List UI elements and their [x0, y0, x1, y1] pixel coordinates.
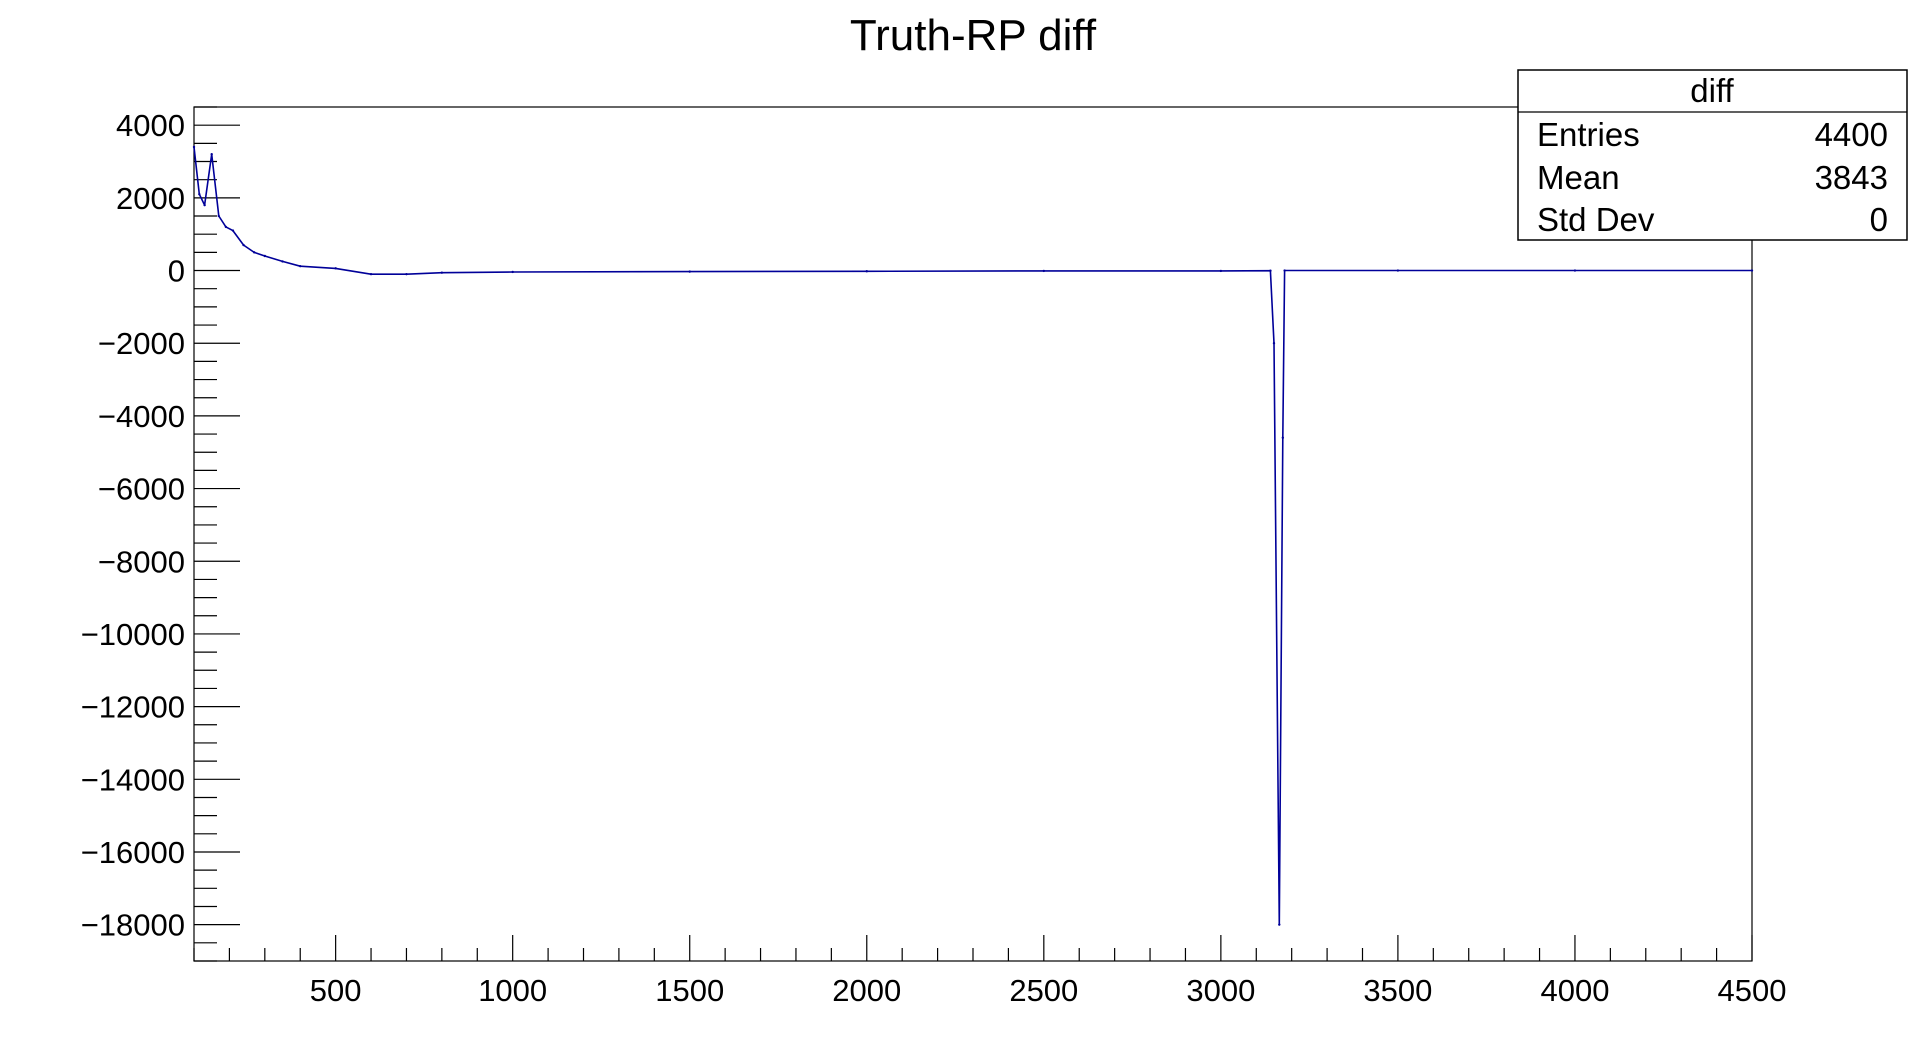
y-tick-label: 0: [168, 254, 185, 289]
stats-box-frame: [1517, 69, 1908, 241]
data-point: [688, 270, 691, 273]
y-tick-label: −12000: [81, 690, 185, 725]
data-point: [299, 264, 302, 268]
data-point: [192, 145, 196, 149]
stats-mean-value: 3843: [1815, 159, 1888, 196]
stats-entries-label: Entries: [1537, 116, 1640, 153]
y-tick-label: −14000: [81, 762, 185, 797]
stats-entries-value: 4400: [1815, 116, 1888, 153]
data-point: [252, 251, 256, 254]
x-tick-label: 500: [310, 973, 362, 1008]
data-point: [1281, 436, 1285, 439]
data-point: [1272, 342, 1276, 345]
data-point: [242, 243, 245, 247]
y-tick-label: −16000: [81, 835, 185, 870]
data-point: [231, 229, 235, 232]
data-point: [210, 153, 213, 156]
y-tick-label: −2000: [98, 326, 185, 361]
y-tick-label: −8000: [98, 544, 185, 579]
x-tick-label: 4000: [1540, 973, 1609, 1008]
axis-ticks: [193, 106, 1753, 962]
data-point: [217, 214, 220, 218]
data-point: [1396, 269, 1400, 272]
data-point: [865, 270, 868, 273]
data-point: [440, 271, 444, 274]
y-tick-label: 4000: [116, 108, 185, 143]
data-point: [1042, 269, 1046, 273]
data-point: [198, 193, 201, 196]
series-layer: [192, 145, 1754, 926]
data-point: [1219, 269, 1223, 273]
data-point: [511, 270, 514, 274]
stats-box-title: diff: [1690, 72, 1734, 109]
data-point: [1750, 269, 1754, 272]
stats-stddev-label: Std Dev: [1537, 201, 1655, 238]
stats-box: diff Entries 4400 Mean 3843 Std Dev 0: [1517, 69, 1908, 241]
data-point: [1278, 923, 1281, 926]
stats-mean-label: Mean: [1537, 159, 1620, 196]
x-tick-label: 3500: [1363, 973, 1432, 1008]
data-point: [224, 225, 228, 229]
data-point: [1283, 269, 1286, 272]
chart-title: Truth-RP diff: [850, 11, 1097, 60]
data-point: [203, 203, 206, 207]
y-tick-label: −6000: [98, 472, 185, 507]
data-point: [334, 267, 337, 270]
y-tick-label: −10000: [81, 617, 185, 652]
y-tick-label: −18000: [81, 908, 185, 943]
stats-stddev-value: 0: [1870, 201, 1888, 238]
data-point: [405, 272, 408, 276]
data-point: [263, 254, 267, 258]
x-tick-labels: 500 1000 1500 2000 2500 3000 3500 4000 4500: [310, 973, 1787, 1008]
data-point: [281, 260, 284, 263]
y-tick-label: 2000: [116, 181, 185, 216]
x-tick-label: 1500: [655, 973, 724, 1008]
data-point: [1573, 269, 1577, 272]
y-tick-labels: 4000 2000 0 −2000 −4000 −6000 −8000 −10000 −1200…: [81, 108, 185, 942]
x-tick-label: 1000: [478, 973, 547, 1008]
x-tick-label: 2000: [832, 973, 901, 1008]
data-point: [1269, 269, 1272, 272]
data-point: [369, 272, 373, 276]
x-tick-label: 4500: [1718, 973, 1787, 1008]
y-tick-label: −4000: [98, 399, 185, 434]
x-tick-label: 3000: [1186, 973, 1255, 1008]
x-tick-label: 2500: [1009, 973, 1078, 1008]
